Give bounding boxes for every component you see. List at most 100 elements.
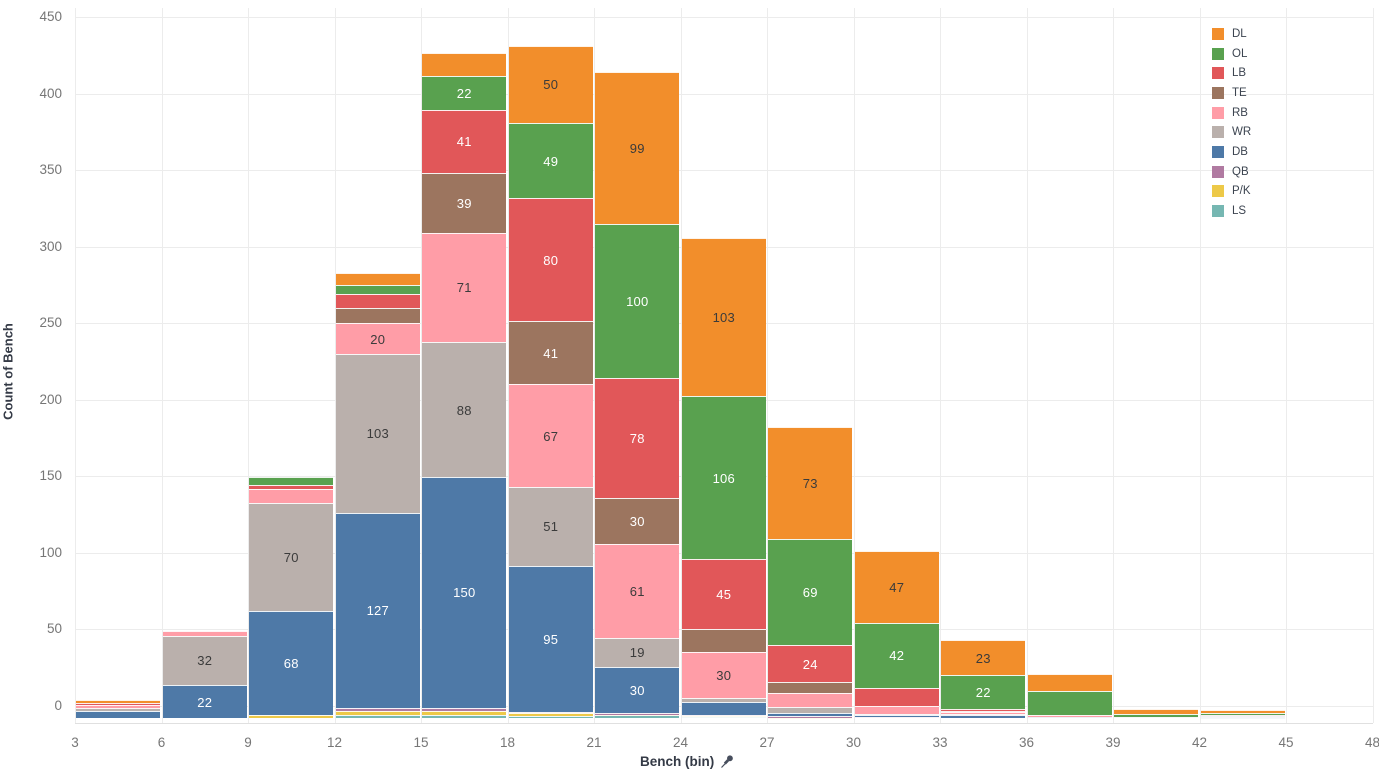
- stacked-bar-segment[interactable]: [422, 707, 507, 711]
- stacked-bar-segment[interactable]: 19: [595, 637, 680, 667]
- stacked-bar-segment[interactable]: [681, 628, 766, 652]
- stacked-bar-segment[interactable]: [768, 716, 853, 718]
- stacked-bar-segment[interactable]: 47: [854, 550, 939, 624]
- stacked-bar-segment[interactable]: [249, 489, 334, 504]
- stacked-bar-segment[interactable]: [335, 707, 420, 711]
- stacked-bar-segment[interactable]: [422, 715, 507, 719]
- stacked-bar-segment[interactable]: 22: [162, 684, 247, 719]
- stacked-bar-segment[interactable]: [768, 713, 853, 717]
- stacked-bar-segment[interactable]: 22: [941, 675, 1026, 710]
- stacked-bar-segment[interactable]: [335, 308, 420, 324]
- stacked-bar-segment[interactable]: 88: [422, 341, 507, 478]
- stacked-bar-segment[interactable]: 30: [595, 667, 680, 714]
- stacked-bar-segment[interactable]: [681, 714, 766, 717]
- stacked-bar-segment[interactable]: [941, 713, 1026, 716]
- stacked-bar-segment[interactable]: 95: [508, 565, 593, 712]
- stacked-bar-segment[interactable]: [335, 710, 420, 716]
- stacked-bar-segment[interactable]: [595, 713, 680, 715]
- stacked-bar-segment[interactable]: [1027, 715, 1112, 717]
- stacked-bar-segment[interactable]: 99: [595, 72, 680, 225]
- stacked-bar-segment[interactable]: [1200, 713, 1285, 715]
- legend-item-qb[interactable]: QB: [1212, 162, 1251, 182]
- legend-item-ls[interactable]: LS: [1212, 201, 1251, 221]
- stacked-bar-segment[interactable]: [595, 715, 680, 719]
- stacked-bar-segment[interactable]: 30: [595, 497, 680, 545]
- stacked-bar-segment[interactable]: [76, 700, 161, 704]
- pin-icon[interactable]: [720, 754, 735, 769]
- stacked-bar-segment[interactable]: 71: [422, 232, 507, 342]
- stacked-bar-segment[interactable]: 106: [681, 396, 766, 560]
- stacked-bar-segment[interactable]: 23: [941, 640, 1026, 676]
- stacked-bar-segment[interactable]: [422, 52, 507, 77]
- stacked-bar-segment[interactable]: [768, 706, 853, 714]
- legend-item-rb[interactable]: RB: [1212, 103, 1251, 123]
- stacked-bar-segment[interactable]: 69: [768, 539, 853, 646]
- stacked-bar-segment[interactable]: [941, 710, 1026, 713]
- stacked-bar-segment[interactable]: 41: [422, 109, 507, 173]
- stacked-bar-segment[interactable]: 103: [681, 238, 766, 397]
- stacked-bar-segment[interactable]: 61: [595, 544, 680, 638]
- legend-item-lb[interactable]: LB: [1212, 63, 1251, 83]
- stacked-bar-segment[interactable]: 78: [595, 378, 680, 498]
- stacked-bar-segment[interactable]: 50: [508, 46, 593, 123]
- stacked-bar-segment[interactable]: [1200, 714, 1285, 716]
- legend-item-p-k[interactable]: P/K: [1212, 182, 1251, 202]
- stacked-bar-segment[interactable]: 24: [768, 645, 853, 683]
- stacked-bar-segment[interactable]: [1027, 673, 1112, 691]
- stacked-bar-segment[interactable]: [249, 477, 334, 485]
- stacked-bar-segment[interactable]: 30: [681, 651, 766, 698]
- stacked-bar-segment[interactable]: [162, 630, 247, 636]
- stacked-bar-segment[interactable]: [1114, 716, 1199, 719]
- stacked-bar-segment[interactable]: [76, 707, 161, 711]
- stacked-bar-segment[interactable]: [681, 702, 766, 715]
- stacked-bar-segment[interactable]: [1200, 716, 1285, 718]
- stacked-bar-segment[interactable]: [335, 715, 420, 719]
- stacked-bar-segment[interactable]: [508, 716, 593, 719]
- stacked-bar-segment[interactable]: 51: [508, 487, 593, 566]
- stacked-bar-segment[interactable]: [508, 711, 593, 714]
- stacked-bar-segment[interactable]: [508, 713, 593, 717]
- stacked-bar-segment[interactable]: [941, 715, 1026, 719]
- stacked-bar-segment[interactable]: [1027, 716, 1112, 719]
- stacked-bar-segment[interactable]: [76, 703, 161, 705]
- stacked-bar-segment[interactable]: 68: [249, 610, 334, 716]
- stacked-bar-segment[interactable]: [1200, 716, 1285, 718]
- legend-item-ol[interactable]: OL: [1212, 44, 1251, 64]
- legend-item-dl[interactable]: DL: [1212, 24, 1251, 44]
- stacked-bar-segment[interactable]: [941, 709, 1026, 711]
- stacked-bar-segment[interactable]: 42: [854, 623, 939, 688]
- stacked-bar-segment[interactable]: [335, 272, 420, 286]
- stacked-bar-segment[interactable]: 49: [508, 122, 593, 199]
- stacked-bar-segment[interactable]: [249, 715, 334, 719]
- legend-item-te[interactable]: TE: [1212, 83, 1251, 103]
- stacked-bar-segment[interactable]: [1114, 713, 1199, 717]
- stacked-bar-segment[interactable]: 45: [681, 559, 766, 629]
- stacked-bar-segment[interactable]: [335, 294, 420, 309]
- stacked-bar-segment[interactable]: [1027, 690, 1112, 716]
- stacked-bar-segment[interactable]: [768, 693, 853, 707]
- legend-item-db[interactable]: DB: [1212, 142, 1251, 162]
- stacked-bar-segment[interactable]: 73: [768, 427, 853, 540]
- stacked-bar-segment[interactable]: 39: [422, 172, 507, 233]
- stacked-bar-segment[interactable]: [854, 687, 939, 707]
- stacked-bar-segment[interactable]: [768, 717, 853, 719]
- stacked-bar-segment[interactable]: [76, 704, 161, 708]
- stacked-bar-segment[interactable]: [1114, 709, 1199, 714]
- stacked-bar-segment[interactable]: [1200, 715, 1285, 717]
- stacked-bar-segment[interactable]: [681, 697, 766, 703]
- stacked-bar-segment[interactable]: 20: [335, 323, 420, 355]
- stacked-bar-segment[interactable]: [335, 285, 420, 295]
- stacked-bar-segment[interactable]: [595, 714, 680, 716]
- stacked-bar-segment[interactable]: [681, 716, 766, 718]
- stacked-bar-segment[interactable]: [768, 682, 853, 694]
- legend-item-wr[interactable]: WR: [1212, 122, 1251, 142]
- stacked-bar-segment[interactable]: 127: [335, 512, 420, 708]
- stacked-bar-segment[interactable]: [1200, 710, 1285, 714]
- stacked-bar-segment[interactable]: [76, 710, 161, 719]
- stacked-bar-segment[interactable]: 70: [249, 503, 334, 611]
- stacked-bar-segment[interactable]: [854, 706, 939, 714]
- stacked-bar-segment[interactable]: [422, 710, 507, 716]
- stacked-bar-segment[interactable]: [854, 715, 939, 717]
- stacked-bar-segment[interactable]: 80: [508, 198, 593, 322]
- stacked-bar-segment[interactable]: 100: [595, 224, 680, 379]
